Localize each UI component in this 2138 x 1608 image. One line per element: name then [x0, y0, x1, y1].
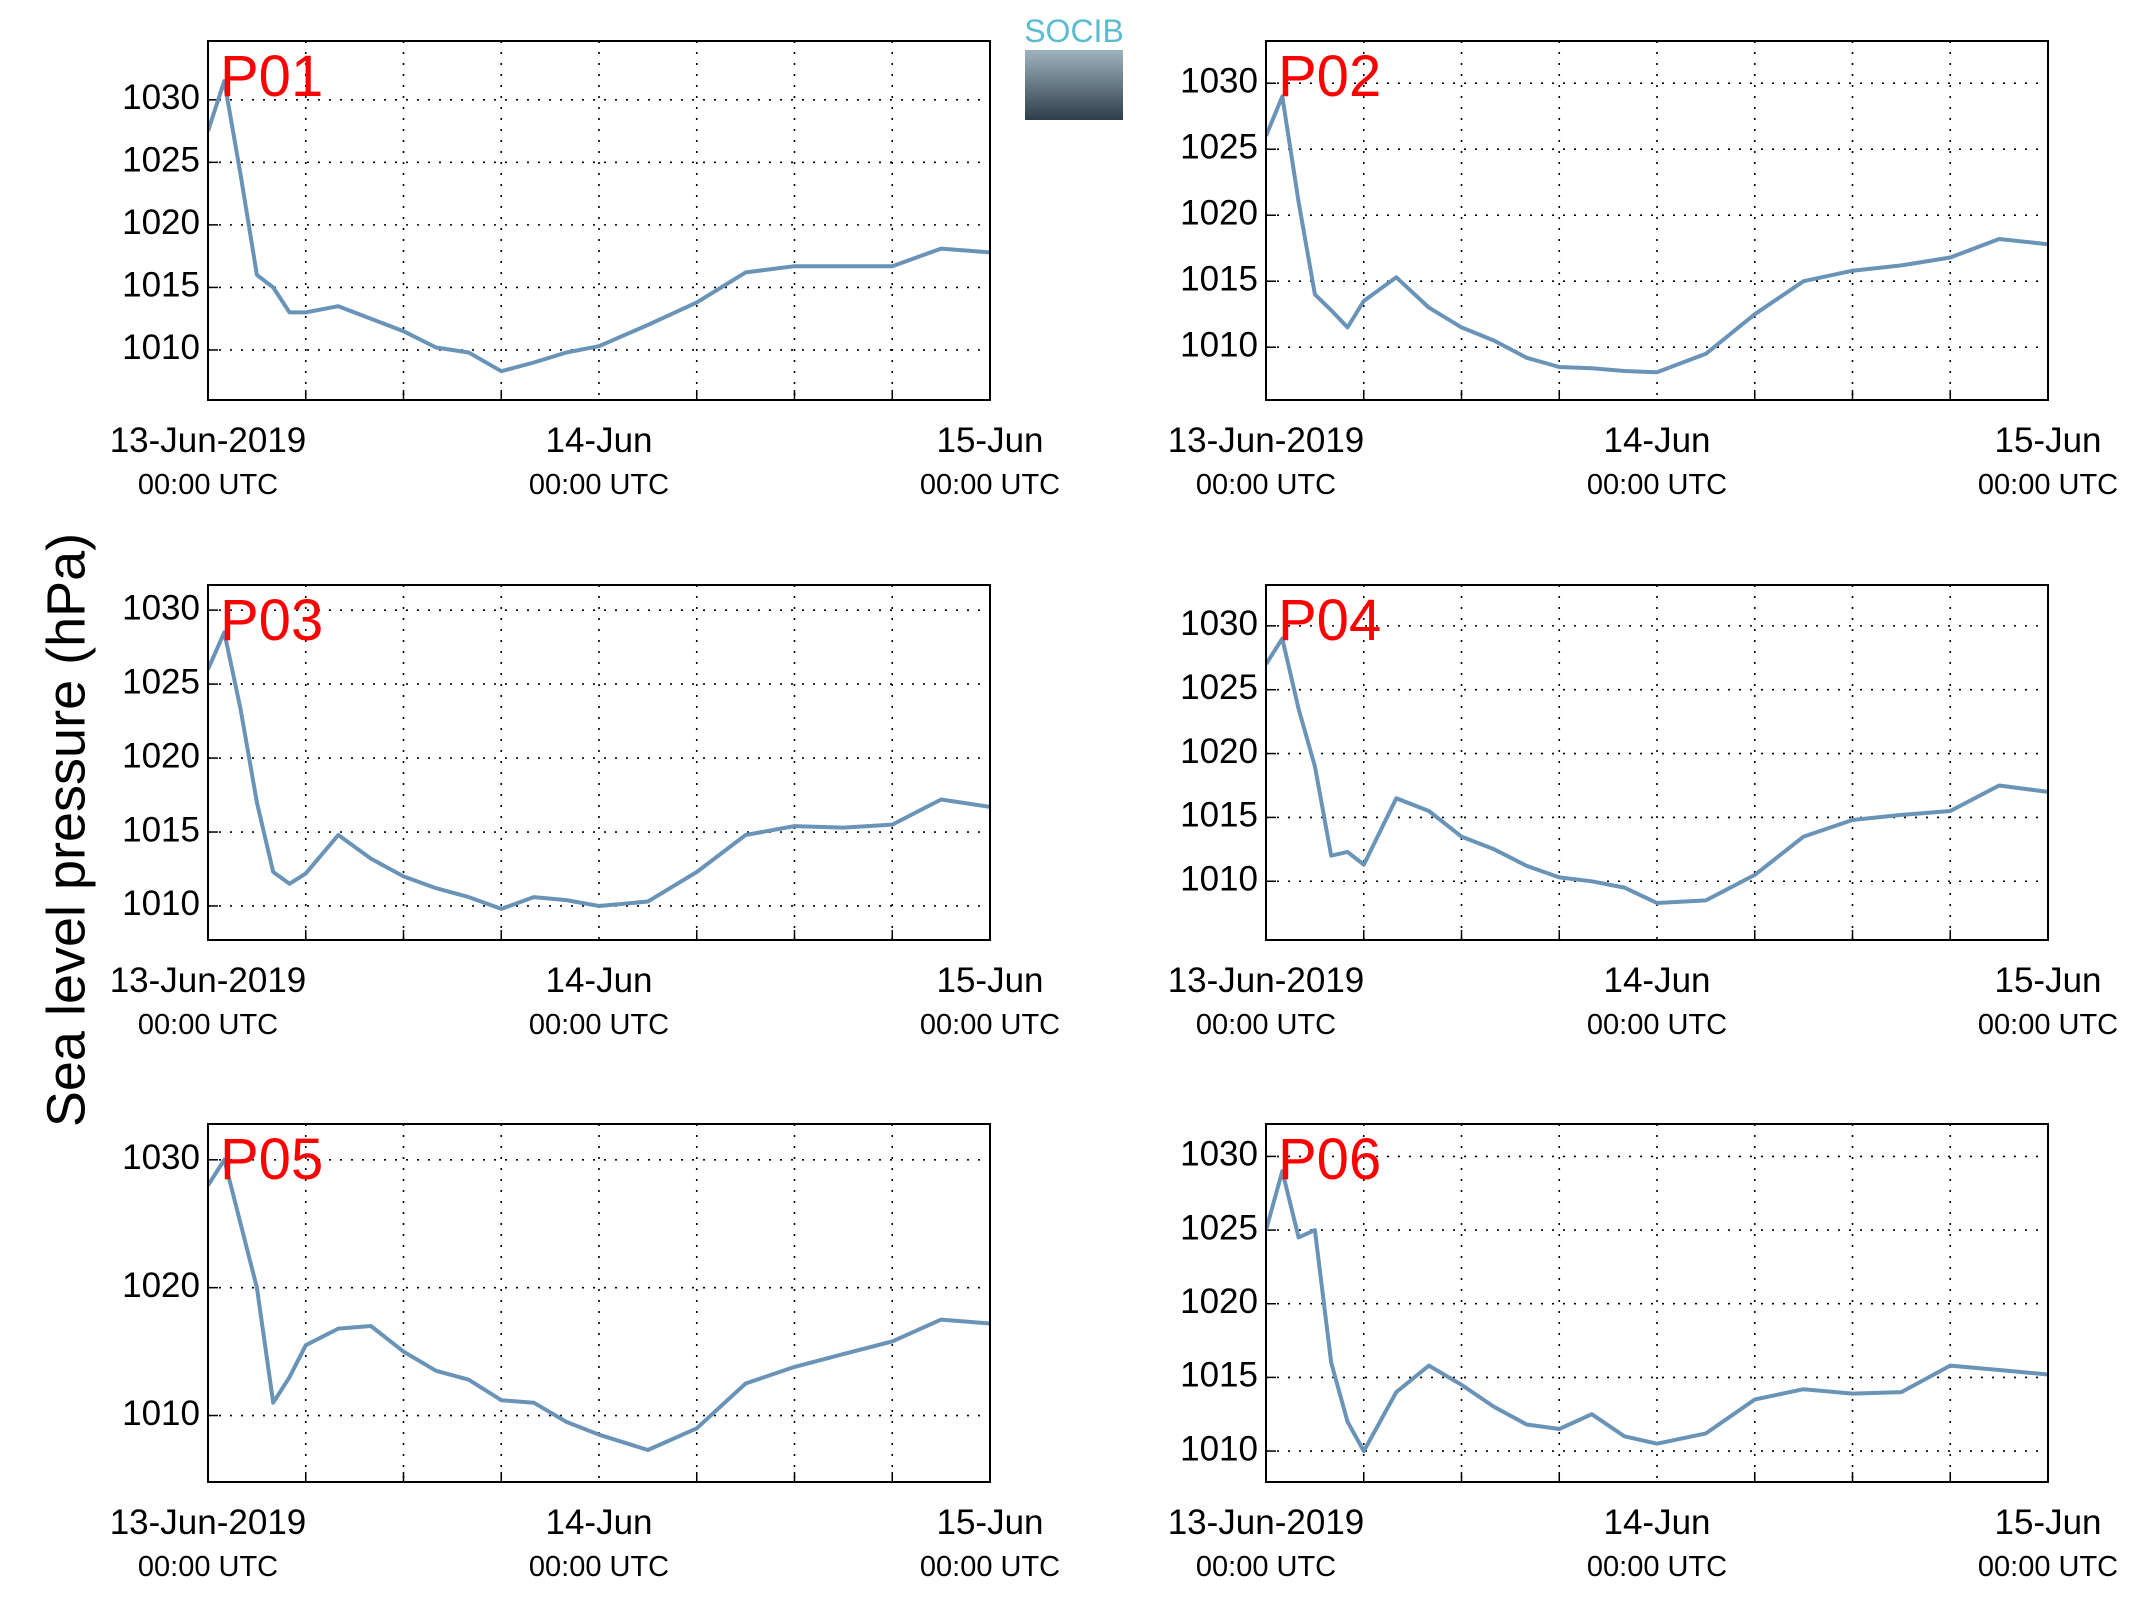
y-tick-label: 1020 [122, 736, 200, 775]
data-line [208, 1157, 990, 1452]
x-tick-sublabel: 00:00 UTC [529, 469, 669, 501]
y-tick-label: 1020 [1180, 1282, 1258, 1321]
y-tick-label: 1030 [1180, 1135, 1258, 1174]
plot-area [208, 1157, 990, 1452]
x-tick-label: 15-Jun [1994, 1503, 2101, 1542]
data-line [1266, 94, 2048, 375]
plot-frame [1265, 584, 2049, 941]
y-tick-label: 1010 [122, 1394, 200, 1433]
panel-title: P04 [1278, 588, 1381, 653]
x-tick-sublabel: 00:00 UTC [920, 1551, 1060, 1583]
x-tick-label: 13-Jun-2019 [110, 1503, 307, 1542]
plot-area [208, 630, 990, 911]
y-tick-label: 1025 [1180, 668, 1258, 707]
logo: SOCIB [1024, 13, 1124, 120]
x-tick-sublabel: 00:00 UTC [529, 1009, 669, 1041]
y-tick-label: 1030 [122, 588, 200, 627]
plot-area [208, 79, 990, 374]
x-tick-label: 13-Jun-2019 [110, 961, 307, 1000]
panel-title: P05 [220, 1127, 323, 1192]
y-tick-label: 1015 [1180, 1356, 1258, 1395]
plot-area [1266, 636, 2048, 905]
y-tick-label: 1020 [122, 1266, 200, 1305]
panel-title: P03 [220, 588, 323, 653]
panel-title: P02 [1278, 44, 1381, 109]
x-tick-label: 14-Jun [545, 421, 652, 460]
plot-frame [207, 1123, 991, 1483]
y-tick-label: 1030 [1180, 604, 1258, 643]
x-tick-label: 14-Jun [1603, 1503, 1710, 1542]
x-tick-sublabel: 00:00 UTC [138, 1009, 278, 1041]
x-tick-label: 14-Jun [1603, 421, 1710, 460]
plot-frame [1265, 1123, 2049, 1483]
logo-block [1025, 50, 1123, 120]
y-tick-label: 1020 [1180, 732, 1258, 771]
x-tick-sublabel: 00:00 UTC [1587, 1551, 1727, 1583]
x-tick-sublabel: 00:00 UTC [138, 1551, 278, 1583]
x-tick-label: 15-Jun [936, 421, 1043, 460]
panel-title: P06 [1278, 1127, 1381, 1192]
plot-frame [207, 584, 991, 941]
x-tick-label: 15-Jun [1994, 421, 2101, 460]
y-tick-label: 1015 [122, 810, 200, 849]
x-tick-sublabel: 00:00 UTC [1196, 469, 1336, 501]
plot-frame [1265, 40, 2049, 401]
x-tick-sublabel: 00:00 UTC [1978, 1009, 2118, 1041]
panel-title: P01 [220, 44, 323, 109]
x-tick-sublabel: 00:00 UTC [1978, 469, 2118, 501]
y-tick-label: 1030 [122, 78, 200, 117]
x-tick-label: 13-Jun-2019 [1168, 1503, 1365, 1542]
x-tick-sublabel: 00:00 UTC [920, 1009, 1060, 1041]
x-tick-label: 15-Jun [936, 961, 1043, 1000]
y-tick-label: 1025 [1180, 127, 1258, 166]
y-axis-label: Sea level pressure (hPa) [36, 533, 96, 1127]
y-tick-label: 1010 [122, 884, 200, 923]
plot-area [1266, 94, 2048, 375]
x-tick-sublabel: 00:00 UTC [1978, 1551, 2118, 1583]
plot-frame [207, 40, 991, 401]
x-tick-label: 14-Jun [545, 961, 652, 1000]
y-tick-label: 1030 [1180, 61, 1258, 100]
data-line [208, 79, 990, 374]
x-tick-label: 13-Jun-2019 [1168, 421, 1365, 460]
y-tick-label: 1025 [122, 141, 200, 180]
x-tick-label: 14-Jun [1603, 961, 1710, 1000]
x-tick-label: 15-Jun [936, 1503, 1043, 1542]
y-tick-label: 1015 [1180, 796, 1258, 835]
x-tick-sublabel: 00:00 UTC [1587, 1009, 1727, 1041]
data-line [1266, 636, 2048, 905]
y-tick-label: 1010 [1180, 860, 1258, 899]
data-line [1266, 1169, 2048, 1454]
y-tick-label: 1015 [1180, 259, 1258, 298]
x-tick-sublabel: 00:00 UTC [1196, 1551, 1336, 1583]
x-tick-sublabel: 00:00 UTC [1196, 1009, 1336, 1041]
x-tick-sublabel: 00:00 UTC [920, 469, 1060, 501]
y-tick-label: 1020 [1180, 193, 1258, 232]
x-tick-sublabel: 00:00 UTC [1587, 469, 1727, 501]
y-tick-label: 1010 [1180, 325, 1258, 364]
y-tick-label: 1025 [1180, 1208, 1258, 1247]
data-line [208, 630, 990, 911]
y-tick-label: 1010 [1180, 1429, 1258, 1468]
x-tick-sublabel: 00:00 UTC [529, 1551, 669, 1583]
x-tick-label: 13-Jun-2019 [1168, 961, 1365, 1000]
y-tick-label: 1030 [122, 1138, 200, 1177]
x-tick-label: 13-Jun-2019 [110, 421, 307, 460]
x-tick-label: 15-Jun [1994, 961, 2101, 1000]
y-tick-label: 1020 [122, 203, 200, 242]
y-tick-label: 1010 [122, 328, 200, 367]
plot-area [1266, 1169, 2048, 1454]
y-tick-label: 1015 [122, 266, 200, 305]
x-tick-sublabel: 00:00 UTC [138, 469, 278, 501]
x-tick-label: 14-Jun [545, 1503, 652, 1542]
logo-text: SOCIB [1024, 13, 1124, 49]
y-tick-label: 1025 [122, 662, 200, 701]
